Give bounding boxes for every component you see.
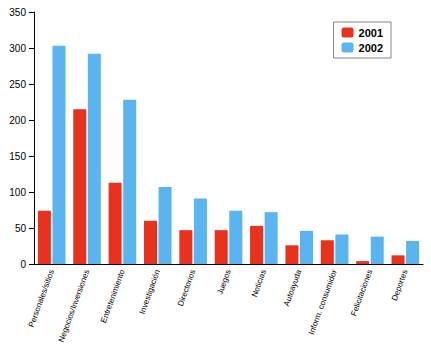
svg-text:200: 200 [9, 115, 26, 126]
svg-text:Directorios: Directorios [176, 268, 198, 307]
svg-text:Personales/sitios: Personales/sitios [27, 268, 56, 328]
svg-text:Juegos: Juegos [215, 268, 232, 295]
svg-text:Noticias: Noticias [250, 268, 268, 298]
svg-text:Inform. consumidor: Inform. consumidor [307, 268, 339, 336]
svg-text:Negocios/Inversiones: Negocios/Inversiones [57, 268, 92, 343]
svg-text:Felicitaciones: Felicitaciones [349, 268, 374, 317]
svg-text:50: 50 [15, 223, 27, 234]
svg-text:100: 100 [9, 187, 26, 198]
svg-text:2001: 2001 [359, 27, 383, 39]
svg-text:150: 150 [9, 151, 26, 162]
svg-text:2002: 2002 [359, 42, 383, 54]
svg-text:Deportes: Deportes [390, 268, 410, 302]
svg-text:Investigación: Investigación [138, 268, 162, 315]
svg-text:300: 300 [9, 43, 26, 54]
svg-text:Entretenimiento: Entretenimiento [99, 268, 127, 324]
svg-text:Autoayuda: Autoayuda [282, 268, 304, 308]
svg-text:0: 0 [20, 259, 26, 270]
svg-text:250: 250 [9, 79, 26, 90]
svg-text:350: 350 [9, 7, 26, 18]
